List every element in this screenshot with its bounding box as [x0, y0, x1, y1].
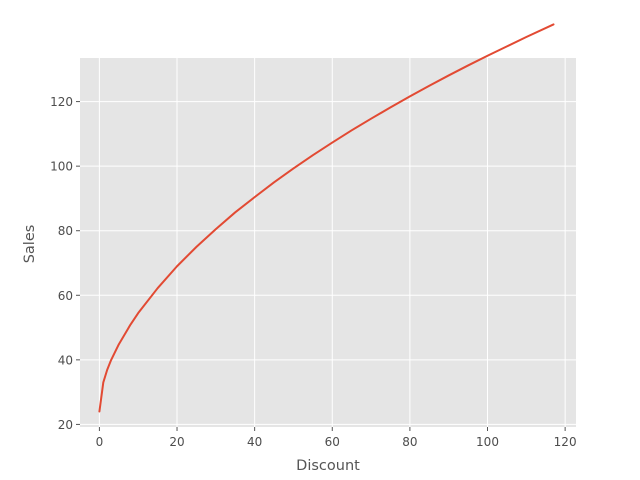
x-tick-label: 100	[476, 435, 499, 449]
plot-background	[80, 58, 576, 427]
x-axis-ticks: 0 20 40 60 80 100 120	[96, 427, 577, 449]
y-axis-label: Sales	[22, 225, 38, 264]
y-tick-label: 120	[50, 95, 73, 109]
y-tick-label: 60	[58, 289, 73, 303]
series-line	[98, 23, 555, 413]
x-axis-label: Discount	[296, 458, 360, 474]
x-tick-label: 40	[247, 435, 262, 449]
y-tick-label: 80	[58, 224, 73, 238]
grid-lines	[80, 58, 576, 427]
y-tick-label: 20	[58, 418, 73, 432]
x-tick-label: 20	[169, 435, 184, 449]
y-tick-label: 100	[50, 160, 73, 174]
y-tick-label: 40	[58, 353, 73, 367]
x-tick-label: 60	[325, 435, 340, 449]
x-tick-label: 120	[554, 435, 577, 449]
series-layer	[98, 23, 555, 413]
y-axis-ticks: 20 40 60 80 100 120	[50, 95, 80, 432]
x-tick-label: 0	[96, 435, 104, 449]
x-tick-label: 80	[402, 435, 417, 449]
